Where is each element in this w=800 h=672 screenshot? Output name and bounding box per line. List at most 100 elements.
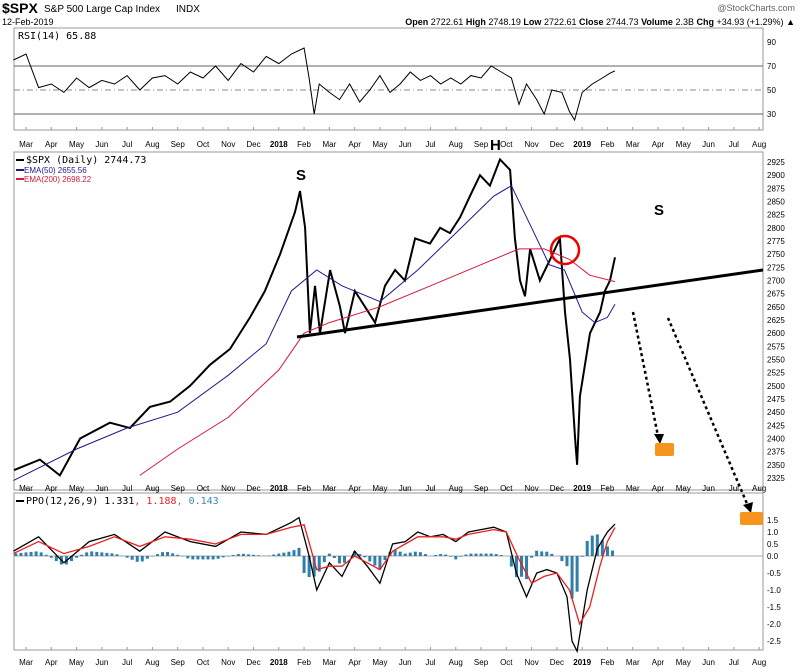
ppo-histogram-bar xyxy=(29,551,33,556)
x-tick-label: Aug xyxy=(752,484,766,493)
x-tick-label: Feb xyxy=(297,658,311,667)
ppo-histogram-bar xyxy=(519,556,523,577)
x-tick-label: May xyxy=(676,658,691,667)
x-tick-label: Sep xyxy=(474,658,489,667)
ppo-histogram-bar xyxy=(125,556,129,558)
ppo-histogram-bar xyxy=(595,534,599,556)
ppo-histogram-bar xyxy=(570,556,574,599)
x-tick-label: 2019 xyxy=(573,484,591,493)
ppo-histogram-bar xyxy=(39,552,43,556)
x-tick-label: Jul xyxy=(122,484,132,493)
ppo-histogram-bar xyxy=(565,556,569,567)
x-tick-label: Aug xyxy=(449,658,463,667)
arrowhead-icon xyxy=(743,502,753,513)
x-tick-label: Oct xyxy=(197,658,210,667)
ppo-histogram-bar xyxy=(196,556,200,560)
ppo-histogram-bar xyxy=(337,556,341,564)
ppo-histogram-bar xyxy=(479,553,483,556)
ppo-histogram-bar xyxy=(434,555,438,556)
price-y-tick: 2375 xyxy=(767,448,785,457)
x-tick-label: Sep xyxy=(171,658,186,667)
price-y-tick: 2650 xyxy=(767,303,785,312)
x-tick-label: Jul xyxy=(729,484,739,493)
ppo-y-tick: -1.0 xyxy=(767,586,781,595)
x-tick-label: Dec xyxy=(246,140,260,149)
price-y-tick: 2600 xyxy=(767,329,785,338)
ppo-histogram-bar xyxy=(358,554,362,556)
ppo-histogram-bar xyxy=(277,553,281,556)
price-y-tick: 2925 xyxy=(767,158,785,167)
x-tick-label: May xyxy=(372,658,387,667)
annotation-right-shoulder: S xyxy=(654,202,664,219)
annotation-head: H xyxy=(490,137,501,154)
x-tick-label: Nov xyxy=(221,658,235,667)
ppo-histogram-bar xyxy=(474,553,478,556)
x-tick-label: Aug xyxy=(752,140,766,149)
svg-text:PPO(12,26,9) 1.331, 1.188, 0.1: PPO(12,26,9) 1.331, 1.188, 0.143 xyxy=(26,496,219,507)
ppo-histogram-bar xyxy=(100,552,104,556)
x-tick-label: Feb xyxy=(601,658,615,667)
x-tick-label: Apr xyxy=(348,140,361,149)
ppo-histogram-bar xyxy=(353,551,357,556)
x-tick-label: Apr xyxy=(45,484,58,493)
x-tick-label: Mar xyxy=(19,484,33,493)
x-tick-label: Mar xyxy=(19,140,33,149)
ppo-histogram-bar xyxy=(535,550,539,556)
ppo-histogram-bar xyxy=(110,553,114,556)
ppo-histogram-bar xyxy=(49,556,53,558)
ppo-histogram-bar xyxy=(115,554,119,556)
ppo-histogram-bar xyxy=(221,556,225,558)
x-tick-label: Apr xyxy=(652,658,665,667)
price-legend: $SPX (Daily) 2744.73 EMA(50) 2655.56 EMA… xyxy=(16,155,146,184)
x-tick-label: Jul xyxy=(122,658,132,667)
ppo-histogram-bar xyxy=(252,554,256,556)
price-y-tick: 2850 xyxy=(767,198,785,207)
ppo-histogram-bar xyxy=(54,556,58,562)
ppo-histogram-bar xyxy=(176,554,180,556)
x-tick-label: Jul xyxy=(425,658,435,667)
ppo-histogram-bar xyxy=(327,553,331,556)
ppo-histogram-bar xyxy=(19,552,23,556)
x-tick-label: Dec xyxy=(550,484,564,493)
exchange: INDX xyxy=(176,4,200,15)
x-tick-label: May xyxy=(372,140,387,149)
ppo-histogram-bar xyxy=(85,552,89,556)
symbol: $SPX xyxy=(2,0,38,16)
ppo-histogram-bar xyxy=(150,556,154,557)
x-tick-label: 2018 xyxy=(270,140,288,149)
svg-text:EMA(50) 2655.56: EMA(50) 2655.56 xyxy=(24,166,87,175)
svg-text:EMA(200) 2698.22: EMA(200) 2698.22 xyxy=(24,175,92,184)
ppo-histogram-bar xyxy=(24,552,28,556)
ppo-histogram-bar xyxy=(585,541,589,556)
ppo-panel xyxy=(13,492,764,651)
target-arrow-1 xyxy=(631,311,660,437)
ppo-histogram-bar xyxy=(545,551,549,556)
target-arrow-2 xyxy=(666,317,750,507)
target-box-1 xyxy=(655,443,674,456)
price-y-tick: 2550 xyxy=(767,356,785,365)
x-tick-label: Oct xyxy=(197,140,210,149)
ppo-histogram-bar xyxy=(161,552,165,556)
ppo-histogram-bar xyxy=(241,553,245,556)
x-tick-label: Mar xyxy=(626,484,640,493)
x-tick-label: Jul xyxy=(122,140,132,149)
x-tick-label: Mar xyxy=(19,658,33,667)
ppo-histogram-bar xyxy=(201,556,205,560)
price-line xyxy=(13,157,616,477)
price-y-tick: 2350 xyxy=(767,461,785,470)
ppo-histogram-bar xyxy=(80,554,84,556)
ppo-histogram-bar xyxy=(605,546,609,556)
ppo-histogram-bar xyxy=(332,556,336,559)
ppo-histogram-bar xyxy=(272,554,276,556)
ppo-histogram-bar xyxy=(186,556,190,559)
ppo-y-tick: -2.5 xyxy=(767,637,781,646)
price-y-tick: 2775 xyxy=(767,237,785,246)
ppo-histogram-bar xyxy=(343,556,347,563)
rsi-y-tick: 30 xyxy=(767,110,776,119)
arrowhead-icon xyxy=(654,434,664,444)
x-tick-label: Aug xyxy=(449,140,463,149)
ppo-legend: PPO(12,26,9) 1.331, 1.188, 0.143 xyxy=(16,496,219,507)
x-tick-label: Sep xyxy=(474,484,489,493)
ppo-histogram-bar xyxy=(403,553,407,556)
ppo-histogram-bar xyxy=(287,551,291,556)
